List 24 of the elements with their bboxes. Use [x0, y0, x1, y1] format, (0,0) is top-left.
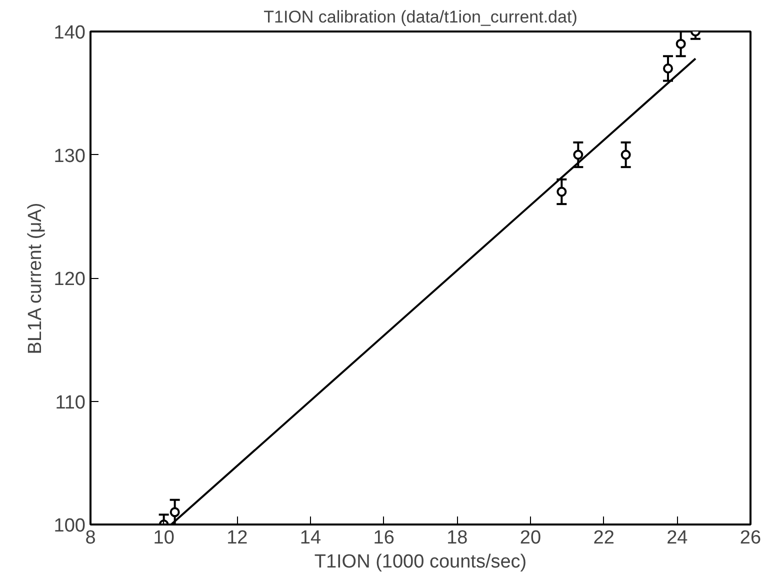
- point: [676, 38, 686, 49]
- point: [573, 150, 584, 160]
- x-tick-label: 24: [666, 528, 688, 548]
- x-tick-label: 12: [226, 528, 248, 548]
- x-tick-label: 14: [300, 528, 322, 548]
- y-tick-label: 120: [54, 269, 86, 290]
- point: [170, 507, 180, 518]
- y-axis-title: BL1A current (μA): [24, 202, 46, 354]
- x-tick-label: 26: [740, 528, 762, 548]
- x-tick-label: 20: [520, 528, 542, 548]
- x-tick-label: 16: [373, 528, 394, 548]
- x-tick-label: 22: [593, 528, 614, 548]
- y-tick-label: 130: [54, 146, 86, 167]
- point: [556, 186, 567, 197]
- y-tick-label: 100: [54, 516, 86, 536]
- y-tick-label: 140: [54, 22, 86, 44]
- x-axis-title: T1ION (1000 counts/sec): [314, 552, 527, 572]
- chart-title: T1ION calibration (data/t1ion_current.dat): [264, 8, 578, 26]
- x-tick-label: 18: [446, 528, 468, 548]
- y-tick-label: 110: [55, 392, 86, 414]
- x-tick-label: 8: [85, 528, 96, 548]
- point: [620, 150, 631, 160]
- point: [663, 63, 673, 74]
- x-tick-label: 10: [153, 528, 174, 548]
